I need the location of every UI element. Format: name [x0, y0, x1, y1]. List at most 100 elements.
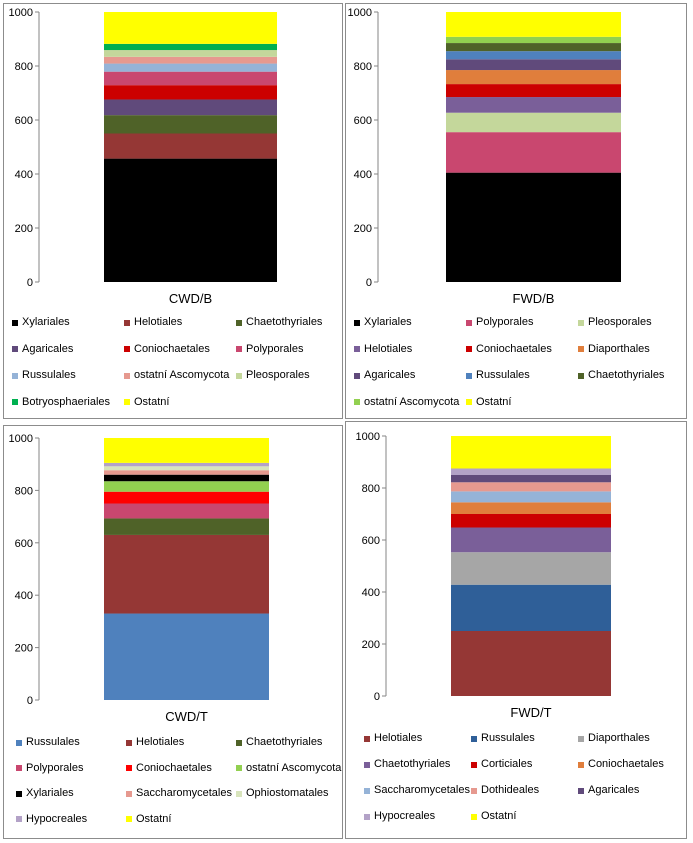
legend-swatch	[12, 319, 18, 326]
legend-item-ostatni-ascomycota: ostatní Ascomycota	[236, 762, 341, 775]
bar-segment-chaetothyriales	[451, 527, 611, 553]
legend-item-xylariales: Xylariales	[354, 316, 412, 329]
bar-segment-coniochaetales	[451, 502, 611, 514]
legend-swatch	[578, 346, 584, 352]
bar-segment-hypocreales	[104, 462, 269, 467]
legend-swatch	[236, 765, 242, 771]
bar-segment-hypocreales	[451, 468, 611, 475]
chart-panel-cwd-b: 0 200 400 600 800 1000 CWD/B Xylariales Helotia…	[3, 3, 343, 419]
bar-segment-diaporthales	[451, 552, 611, 585]
chart-panel-fwd-b: 0 200 400 600 800 1000 FWD/B Xylariales Polypor…	[345, 3, 687, 419]
legend-item-chaetothyriales: Chaetothyriales	[236, 736, 322, 749]
legend-item-russulales: Russulales	[12, 369, 76, 382]
legend-swatch	[471, 735, 477, 742]
bar-segment-agaricales	[446, 59, 621, 71]
bar-segment-agaricales	[104, 99, 277, 116]
bar-segment-russulales	[104, 63, 277, 72]
bar-segment-russulales	[446, 51, 621, 60]
legend-item-hypocreales: Hypocreales	[16, 813, 87, 826]
legend-item-ostatni-ascomycota: ostatní Ascomycota	[124, 369, 229, 382]
legend-swatch	[16, 739, 22, 746]
y-tick-label: 1000	[348, 7, 372, 19]
bar-segment-coniochaetales	[104, 491, 269, 504]
chart-cwd-t: 0 200 400 600 800 1000 CWD/T	[9, 433, 269, 724]
bar-segment-ostatni-ascomycota	[104, 56, 277, 64]
chart-cwd-b: 0 200 400 600 800 1000 CWD/B	[9, 7, 277, 306]
bar-segment-saccharomycetales	[451, 491, 611, 503]
legend-item-xylariales: Xylariales	[16, 787, 74, 800]
legend-label: Coniochaetales	[134, 342, 210, 355]
bar-segment-corticiales	[451, 514, 611, 528]
legend-item-ostatni-ascomycota: ostatní Ascomycota	[354, 396, 459, 409]
legend-item-coniochaetales: Coniochaetales	[466, 343, 552, 356]
legend-swatch	[126, 816, 132, 822]
legend-label: Coniochaetales	[136, 761, 212, 774]
legend-label: Russulales	[476, 369, 530, 381]
legend-swatch	[466, 372, 472, 379]
legend-item-coniochaetales: Coniochaetales	[124, 343, 210, 356]
legend-label: Diaporthales	[588, 732, 650, 744]
legend-swatch	[236, 319, 242, 326]
y-tick-label: 600	[15, 115, 33, 127]
legend-swatch	[354, 372, 360, 379]
legend-item-chaetothyriales: Chaetothyriales	[236, 316, 322, 329]
legend-item-diaporthales: Diaporthales	[578, 343, 650, 356]
bar-segment-chaetothyriales	[446, 43, 621, 52]
legend-swatch	[124, 319, 130, 326]
y-tick-label: 600	[354, 115, 372, 127]
legend-label: Chaetothyriales	[246, 316, 323, 328]
legend-label: Helotiales	[136, 736, 185, 748]
legend-swatch	[16, 816, 22, 822]
bar-segment-botryosphaeriales	[104, 43, 277, 51]
y-tick-label: 0	[27, 277, 33, 289]
legend-swatch	[126, 765, 132, 771]
legend-item-saccharomycetales: Saccharomycetales	[126, 787, 232, 800]
y-tick-label: 600	[15, 538, 33, 550]
category-label: FWD/B	[513, 291, 555, 306]
bar-segment-xylariales	[104, 158, 277, 282]
bar-segment-diaporthales	[446, 70, 621, 85]
legend-item-helotiales: Helotiales	[124, 316, 182, 329]
y-tick-label: 1000	[356, 431, 380, 443]
legend-label: ostatní Ascomycota	[246, 761, 342, 774]
legend-label: Ostatní	[481, 810, 517, 822]
category-label: CWD/B	[169, 291, 212, 306]
bar-segment-ostatni	[104, 12, 277, 44]
legend-label: Saccharomycetales	[374, 784, 470, 796]
legend-label: Hypocreales	[26, 812, 88, 825]
legend-label: Chaetothyriales	[246, 736, 323, 748]
legend-swatch	[578, 372, 584, 379]
category-label: FWD/T	[510, 705, 551, 720]
bar-segment-dothideales	[451, 482, 611, 492]
legend-swatch	[12, 399, 18, 405]
legend-label: Agaricales	[364, 369, 416, 381]
legend-swatch	[364, 735, 370, 742]
legend-swatch	[236, 346, 242, 352]
legend-item-helotiales: Helotiales	[364, 732, 422, 745]
legend-item-dothideales: Dothideales	[471, 784, 539, 797]
legend-label: Helotiales	[374, 732, 423, 744]
bar-segment-helotiales	[446, 97, 621, 113]
legend-swatch	[124, 372, 130, 379]
legend-swatch	[466, 346, 472, 352]
bar-segment-polyporales	[104, 71, 277, 86]
legend-item-polyporales: Polyporales	[236, 343, 303, 356]
chart-fwd-b: 0 200 400 600 800 1000 FWD/B	[348, 7, 621, 306]
legend-swatch	[364, 813, 370, 820]
legend-item-botryosphaeriales: Botryosphaeriales	[12, 396, 110, 409]
legend-item-ophiostomatales: Ophiostomatales	[236, 787, 329, 800]
legend-item-chaetothyriales: Chaetothyriales	[364, 758, 450, 771]
legend-item-agaricales: Agaricales	[578, 784, 639, 797]
y-tick-label: 1000	[9, 433, 33, 445]
legend-item-diaporthales: Diaporthales	[578, 732, 650, 745]
legend-label: Coniochaetales	[476, 342, 552, 355]
chart-panel-cwd-t: 0 200 400 600 800 1000 CWD/T Russulales Helotia…	[3, 425, 343, 839]
legend-label: Xylariales	[364, 316, 412, 328]
legend-swatch	[236, 372, 242, 379]
bar-segment-ostatni-ascomycota	[446, 36, 621, 44]
bar-segment-pleosporales	[104, 50, 277, 57]
legend-item-pleosporales: Pleosporales	[236, 369, 310, 382]
y-tick-label: 600	[362, 535, 380, 547]
y-tick-label: 200	[15, 223, 33, 235]
legend-item-ostatni: Ostatní	[126, 813, 171, 826]
